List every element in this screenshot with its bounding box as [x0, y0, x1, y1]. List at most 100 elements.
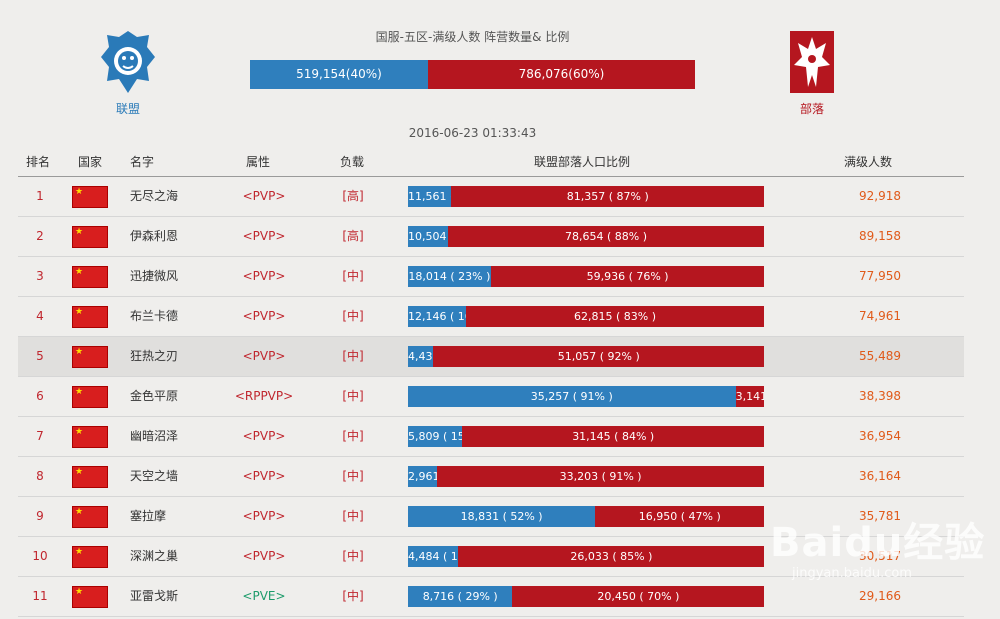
china-flag-icon: ★: [72, 306, 108, 328]
ratio-bar: 2,961 ( 8% )33,203 ( 91% ): [408, 466, 768, 488]
realm-name[interactable]: 深渊之巢: [130, 549, 179, 563]
rank-cell: 4: [36, 309, 44, 323]
alliance-segment: 4,432 ( 7% ): [408, 346, 434, 367]
ratio-bar: 4,484 ( 14% )26,033 ( 85% ): [408, 546, 768, 568]
realm-total: 38,398: [859, 389, 901, 403]
alliance-segment: 35,257 ( 91% ): [408, 386, 736, 407]
realm-type: <PVE>: [242, 589, 286, 603]
realm-load: [中]: [342, 469, 364, 483]
horde-emblem-icon: [782, 28, 842, 96]
table-row[interactable]: 2 ★ 伊森利恩 <PVP> [高] 10,504 ( 11% )78,654 ( 88%…: [18, 217, 964, 257]
realm-total: 77,950: [859, 269, 901, 283]
realm-name[interactable]: 金色平原: [130, 389, 179, 403]
horde-segment: 33,203 ( 91% ): [436, 466, 765, 487]
realm-type: <PVP>: [242, 269, 286, 283]
alliance-segment: 11,561 ( 12% ): [408, 186, 452, 207]
alliance-segment: 18,831 ( 52% ): [408, 506, 596, 527]
table-row[interactable]: 6 ★ 金色平原 <RPPVP> [中] 35,257 ( 91% )3,141 ( 8%…: [18, 377, 964, 417]
ratio-bar: 4,432 ( 7% )51,057 ( 92% ): [408, 346, 768, 368]
country-cell: ★: [72, 506, 108, 528]
china-flag-icon: ★: [72, 466, 108, 488]
col-type[interactable]: 属性: [246, 155, 271, 169]
ratio-bar: 11,561 ( 12% )81,357 ( 87% ): [408, 186, 768, 208]
realm-load: [中]: [342, 429, 364, 443]
realm-name[interactable]: 伊森利恩: [130, 229, 179, 243]
table-row[interactable]: 10 ★ 深渊之巢 <PVP> [中] 4,484 ( 14% )26,033 ( 85%…: [18, 537, 964, 577]
alliance-total-segment: 519,154(40%): [250, 60, 428, 89]
table-row[interactable]: 9 ★ 塞拉摩 <PVP> [中] 18,831 ( 52% ) 16,950 ( 47% …: [18, 497, 964, 537]
realm-type: <PVP>: [242, 509, 286, 523]
col-rank[interactable]: 排名: [26, 155, 51, 169]
alliance-faction: 联盟: [98, 28, 158, 117]
realm-name[interactable]: 布兰卡德: [130, 309, 179, 323]
realm-total: 89,158: [859, 229, 901, 243]
realm-type: <PVP>: [242, 229, 286, 243]
table-header: 排名 国家 名字 属性 负载 联盟部落人口比例 满级人数: [18, 148, 964, 177]
realm-load: [中]: [342, 309, 364, 323]
realm-load: [高]: [342, 229, 364, 243]
realm-load: [高]: [342, 189, 364, 203]
ratio-bar: 10,504 ( 11% )78,654 ( 88% ): [408, 226, 768, 248]
horde-segment: 51,057 ( 92% ): [433, 346, 765, 367]
country-cell: ★: [72, 346, 108, 368]
realm-load: [中]: [342, 269, 364, 283]
china-flag-icon: ★: [72, 266, 108, 288]
realm-name[interactable]: 无尽之海: [130, 189, 179, 203]
timestamp: 2016-06-23 01:33:43: [408, 126, 537, 140]
realm-name[interactable]: 幽暗沼泽: [130, 429, 179, 443]
realm-type: <PVP>: [242, 429, 286, 443]
ratio-bar: 5,809 ( 15% )31,145 ( 84% ): [408, 426, 768, 448]
horde-label: 部落: [799, 102, 824, 116]
horde-segment: 26,033 ( 85% ): [458, 546, 765, 567]
col-name[interactable]: 名字: [130, 155, 155, 169]
table-row[interactable]: 1 ★ 无尽之海 <PVP> [高] 11,561 ( 12% )81,357 ( 87%…: [18, 177, 964, 217]
col-ratio[interactable]: 联盟部落人口比例: [534, 155, 631, 169]
col-country[interactable]: 国家: [78, 155, 103, 169]
realm-total: 36,954: [859, 429, 901, 443]
table-row[interactable]: 5 ★ 狂热之刃 <PVP> [中] 4,432 ( 7% )51,057 ( 92% )…: [18, 337, 964, 377]
china-flag-icon: ★: [72, 426, 108, 448]
horde-segment: 16,950 ( 47% ): [595, 506, 765, 527]
country-cell: ★: [72, 426, 108, 448]
table-row[interactable]: 11 ★ 亚雷戈斯 <PVE> [中] 8,716 ( 29% ) 20,450 ( 70%…: [18, 577, 964, 617]
alliance-segment: 18,014 ( 23% ): [408, 266, 491, 287]
horde-faction: 部落: [782, 28, 842, 117]
alliance-segment: 2,961 ( 8% ): [408, 466, 437, 487]
realm-type: <PVP>: [242, 189, 286, 203]
horde-segment: 3,141 ( 8% ): [735, 386, 765, 407]
realm-total: 74,961: [859, 309, 901, 323]
country-cell: ★: [72, 546, 108, 568]
realm-name[interactable]: 迅捷微风: [130, 269, 179, 283]
alliance-label: 联盟: [115, 102, 140, 116]
ratio-bar: 8,716 ( 29% ) 20,450 ( 70% ): [408, 586, 768, 608]
alliance-segment: 8,716 ( 29% ): [408, 586, 513, 607]
horde-segment: 20,450 ( 70% ): [512, 586, 765, 607]
realm-type: <RPPVP>: [234, 389, 294, 403]
country-cell: ★: [72, 226, 108, 248]
horde-segment: 59,936 ( 76% ): [490, 266, 765, 287]
realm-load: [中]: [342, 509, 364, 523]
table-row[interactable]: 8 ★ 天空之墙 <PVP> [中] 2,961 ( 8% )33,203 ( 91% )…: [18, 457, 964, 497]
col-load[interactable]: 负载: [340, 155, 365, 169]
realm-name[interactable]: 狂热之刃: [130, 349, 179, 363]
col-total[interactable]: 满级人数: [844, 155, 893, 169]
realm-load: [中]: [342, 589, 364, 603]
rank-cell: 7: [36, 429, 44, 443]
realm-name[interactable]: 亚雷戈斯: [130, 589, 179, 603]
realm-total: 29,166: [859, 589, 901, 603]
ratio-bar: 12,146 ( 16% )62,815 ( 83% ): [408, 306, 768, 328]
table-row[interactable]: 4 ★ 布兰卡德 <PVP> [中] 12,146 ( 16% )62,815 ( 83%…: [18, 297, 964, 337]
table-body: 1 ★ 无尽之海 <PVP> [高] 11,561 ( 12% )81,357 ( 87%…: [18, 177, 964, 617]
realm-total: 30,517: [859, 549, 901, 563]
rank-cell: 9: [36, 509, 44, 523]
table-row[interactable]: 7 ★ 幽暗沼泽 <PVP> [中] 5,809 ( 15% )31,145 ( 84% …: [18, 417, 964, 457]
table-row[interactable]: 3 ★ 迅捷微风 <PVP> [中] 18,014 ( 23% ) 59,936 ( 76%…: [18, 257, 964, 297]
total-ratio-bar: 519,154(40%) 786,076(60%): [250, 60, 695, 89]
realm-name[interactable]: 天空之墙: [130, 469, 179, 483]
realm-type: <PVP>: [242, 549, 286, 563]
rank-cell: 3: [36, 269, 44, 283]
china-flag-icon: ★: [72, 226, 108, 248]
rank-cell: 8: [36, 469, 44, 483]
realm-name[interactable]: 塞拉摩: [130, 509, 167, 523]
rank-cell: 1: [36, 189, 44, 203]
